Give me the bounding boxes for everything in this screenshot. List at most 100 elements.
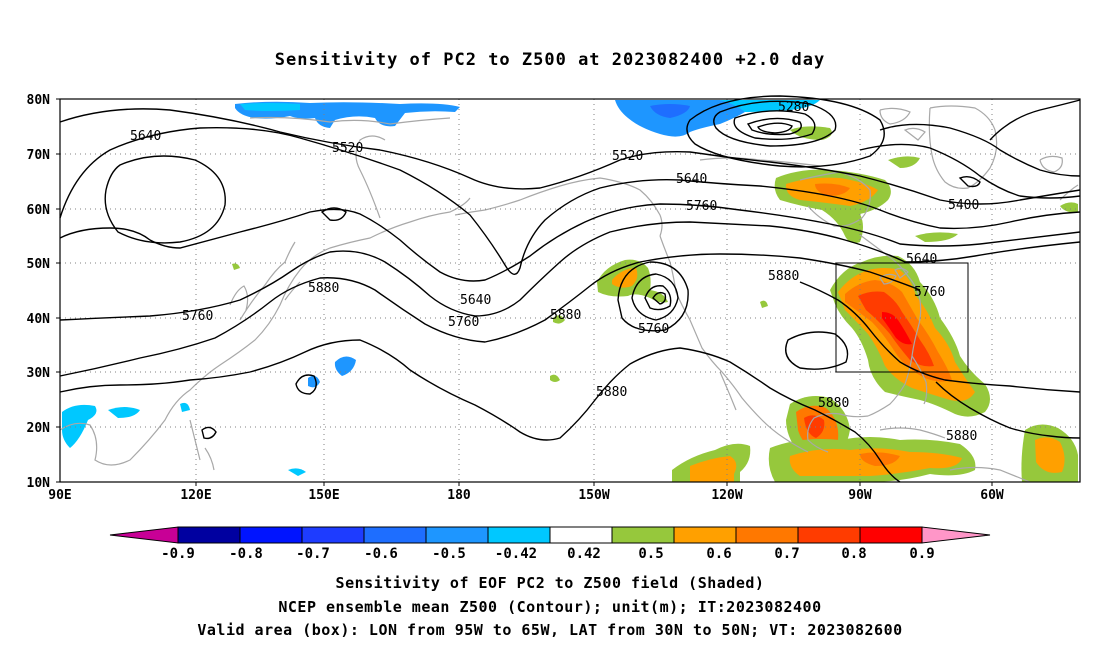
- shade-positive-east-us-redcore: [882, 312, 912, 345]
- contour-low-arctic-outer: [686, 95, 885, 168]
- colorbar-label: 0.7: [774, 546, 799, 562]
- colorbar-label: -0.42: [495, 546, 537, 562]
- shade-negative-arctic-edge: [720, 100, 820, 112]
- colorbar-swatch: [239, 526, 303, 544]
- shade-negative-pacific-a: [334, 356, 356, 376]
- contour-label-5880-c: 5880: [550, 308, 581, 323]
- colorbar-label: -0.6: [364, 546, 398, 562]
- contour-label-5520-b: 5520: [612, 149, 643, 164]
- contour-label-5760-c: 5760: [448, 315, 479, 330]
- colorbar-swatch: [301, 526, 365, 544]
- contour-5400: [859, 143, 1081, 199]
- lat-labels: 80N 70N 60N 50N 40N 30N 20N 10N: [27, 93, 51, 491]
- caption-line-1: Sensitivity of EOF PC2 to Z500 field (Sh…: [335, 574, 765, 592]
- contour-label-5640-b: 5640: [676, 172, 707, 187]
- lon-label-150w: 150W: [578, 488, 609, 503]
- contour-small-high-b: [201, 426, 217, 440]
- coastline-great-lakes: [879, 267, 909, 285]
- contour-label-5880-b: 5880: [308, 281, 339, 296]
- coastline-iceland: [1039, 155, 1063, 173]
- contour-label-5280: 5280: [778, 100, 809, 115]
- colorbar-swatch: [735, 526, 799, 544]
- contour-5880-east: [799, 281, 1081, 393]
- lat-label-70n: 70N: [27, 148, 51, 163]
- contour-5880-se: [935, 381, 1081, 439]
- valid-area-box: [835, 262, 969, 373]
- coastline-gulf: [807, 412, 869, 453]
- shade-negative-arctic: [615, 100, 745, 137]
- shade-positive-small-b: [550, 374, 560, 382]
- coastline-siberia-north: [249, 116, 451, 125]
- contour-label-group: 5640 5520 5520 5280 5640 5760 5400 5640 …: [130, 100, 979, 444]
- shade-positive-small-a: [553, 315, 565, 324]
- contour-5520-main: [59, 108, 1081, 205]
- colorbar-label: 0.8: [841, 546, 866, 562]
- contour-low-arctic-3: [746, 117, 802, 136]
- contour-label-5760-d: 5760: [638, 322, 669, 337]
- contour-small-low-a: [958, 175, 981, 188]
- lat-label-10n: 10N: [27, 476, 51, 491]
- contour-greenland: [989, 99, 1081, 141]
- contour-label-5880-a: 5880: [768, 269, 799, 284]
- colorbar-swatch: [549, 526, 613, 544]
- coastline-na-east: [859, 234, 922, 417]
- contour-label-5640-d: 5640: [460, 293, 491, 308]
- contour-label-5880-f: 5880: [946, 429, 977, 444]
- contour-5520-north: [879, 123, 1081, 177]
- colorbar-swatch: [797, 526, 861, 544]
- colorbar-swatch: [487, 526, 551, 544]
- colorbar-swatch: [363, 526, 427, 544]
- coastline-philippines: [189, 419, 215, 471]
- contour-5880-lower: [59, 339, 901, 483]
- caption-line-2: NCEP ensemble mean Z500 (Contour); unit(…: [278, 598, 822, 616]
- coastline-florida: [911, 355, 928, 405]
- shade-negative-asia-coast-2: [108, 407, 140, 418]
- lon-label-60w: 60W: [980, 488, 1004, 503]
- lat-label-60n: 60N: [27, 203, 51, 218]
- shade-positive-mexico-hot: [804, 415, 825, 438]
- contour-cut-off-1: [617, 261, 689, 332]
- plot-frame: [59, 98, 1081, 483]
- contour-label-5400: 5400: [948, 198, 979, 213]
- colorbar-under-arrow: [109, 526, 179, 544]
- shade-negative-arctic-inner: [650, 104, 690, 118]
- contour-low-arctic-1: [713, 100, 837, 147]
- lat-label-20n: 20N: [27, 421, 51, 436]
- coastline-alaska: [454, 177, 663, 237]
- shade-positive-pacific-tropic-core: [690, 456, 737, 482]
- lat-label-80n: 80N: [27, 93, 51, 108]
- colorbar-label: 0.9: [909, 546, 934, 562]
- figure-title: Sensitivity of PC2 to Z500 at 2023082400…: [274, 50, 826, 70]
- contour-cut-off-3: [644, 285, 672, 311]
- lon-label-90w: 90W: [848, 488, 872, 503]
- shade-negative-pacific-d: [288, 468, 306, 476]
- shade-negative-pacific-b: [308, 375, 320, 388]
- contour-low-arctic-2: [733, 110, 816, 141]
- coastline-korea: [229, 285, 249, 311]
- colorbar-labels: -0.9 -0.8 -0.7 -0.6 -0.5 -0.42 0.42 0.5 …: [161, 546, 935, 562]
- shade-positive-labrador: [888, 156, 920, 168]
- colorbar-over-arrow: [921, 526, 991, 544]
- contour-5760-inner: [59, 221, 1081, 321]
- shade-negative-pacific-c: [180, 402, 190, 412]
- shade-positive-small-d: [760, 300, 768, 308]
- contour-label-5760-e: 5760: [182, 309, 213, 324]
- coastline-asia-east: [59, 197, 471, 466]
- coastlines: [59, 105, 1079, 483]
- contour-label-5640-c: 5640: [906, 252, 937, 267]
- colorbar-label: 0.5: [638, 546, 663, 562]
- contour-cut-off-2: [631, 273, 679, 321]
- contour-label-5880-d: 5880: [596, 385, 627, 400]
- contour-label-5640-a: 5640: [130, 129, 161, 144]
- colorbar-label: 0.42: [567, 546, 601, 562]
- shade-positive-labrador-b: [915, 232, 958, 242]
- caption-line-3: Valid area (box): LON from 95W to 65W, L…: [197, 621, 903, 639]
- coastline-south-america: [949, 466, 1031, 483]
- colorbar-label: -0.9: [161, 546, 195, 562]
- colorbar-label: -0.5: [432, 546, 466, 562]
- lat-label-50n: 50N: [27, 257, 51, 272]
- coastline-cuba: [879, 427, 946, 439]
- lon-label-150e: 150E: [308, 488, 339, 503]
- colorbar-swatch: [177, 526, 241, 544]
- colorbar-swatch: [425, 526, 489, 544]
